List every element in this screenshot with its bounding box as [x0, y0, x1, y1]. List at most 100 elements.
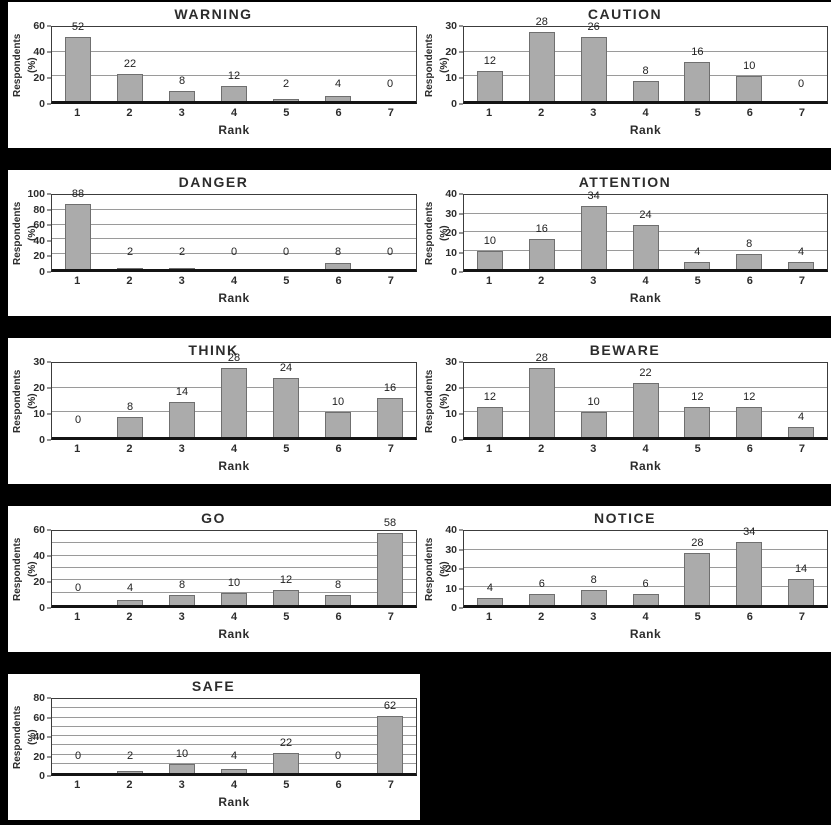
- bar-rank-2: [528, 593, 555, 605]
- y-tick-label: 0: [39, 434, 45, 446]
- x-tick-label: 4: [642, 107, 649, 119]
- y-tick-label: 20: [445, 46, 457, 58]
- bar-rank-2: [117, 267, 143, 269]
- plot-area: 0 4 8 10 12 8 58: [51, 517, 417, 608]
- y-tick-label: 20: [33, 250, 45, 263]
- bar-value-label: 8: [334, 579, 342, 592]
- bar-value-label: 28: [227, 351, 241, 364]
- bar-value-label: 88: [71, 187, 85, 200]
- chart-attention: ATTENTION Respondents (%) 0 10 20 30 40 10 16 34 2…: [420, 170, 831, 316]
- y-axis-label: Respondents (%): [12, 705, 38, 769]
- bar-value-label: 0: [334, 749, 342, 762]
- bar-rank-6: [736, 407, 763, 437]
- x-tick-label: 3: [178, 275, 185, 287]
- bar-value-label: 2: [282, 77, 290, 90]
- bar-value-label: 4: [694, 245, 701, 258]
- gridline: [52, 554, 416, 556]
- chart-danger: DANGER Respondents (%) 0 20 40 60 80 100 88 2 2 0 0 8…: [8, 170, 420, 316]
- chart-title: DANGER: [178, 174, 249, 190]
- x-tick-label: 6: [746, 275, 753, 287]
- y-axis-ticks: 0 20 40 60 80 100: [25, 188, 51, 278]
- y-tick-label: 20: [33, 576, 45, 588]
- y-tick-label: 0: [451, 266, 457, 278]
- chart-title: WARNING: [174, 6, 253, 22]
- x-tick-label: 2: [538, 443, 545, 455]
- chart-body: Respondents (%) 0 10 20 30 40 10 16 34 24 4 8 4: [422, 188, 828, 278]
- gridline: [52, 542, 416, 544]
- y-tick-mark: [459, 51, 463, 53]
- bar-value-label: 28: [691, 537, 704, 550]
- x-tick-label: 2: [538, 107, 545, 119]
- y-tick-label: 20: [33, 382, 45, 394]
- bar-rank-2: [117, 73, 143, 101]
- x-axis-title: Rank: [218, 459, 250, 473]
- bar-rank-4: [221, 86, 247, 101]
- chart-body: Respondents (%) 0 10 20 30 12 28 10 22 12 12 4: [422, 352, 828, 446]
- gridline: [52, 567, 416, 568]
- y-axis-ticks: 0 10 20 30 40: [437, 524, 463, 614]
- bar-value-label: 8: [590, 574, 597, 587]
- y-axis-ticks: 0 20 40 60 80: [25, 692, 51, 782]
- y-tick-mark: [47, 529, 51, 531]
- y-tick-mark: [47, 103, 51, 105]
- bar-rank-4: [221, 367, 247, 437]
- bar-value-label: 2: [178, 245, 186, 258]
- bar-value-label: 52: [71, 20, 85, 33]
- bar-rank-4: [632, 224, 659, 269]
- y-tick-mark: [47, 717, 51, 718]
- gridline: [464, 567, 827, 568]
- bar-value-label: 8: [334, 245, 342, 258]
- x-tick-label: 3: [590, 275, 597, 287]
- gridline: [52, 75, 416, 77]
- bar-value-label: 12: [691, 391, 704, 404]
- y-tick-label: 30: [445, 543, 457, 556]
- bar-rank-5: [273, 752, 299, 773]
- y-tick-mark: [459, 271, 463, 273]
- bar-value-label: 12: [279, 574, 293, 587]
- bar-value-label: 26: [587, 20, 600, 33]
- x-tick-label: 5: [283, 275, 290, 287]
- x-tick-label: 7: [387, 275, 394, 287]
- bar-value-label: 10: [331, 396, 345, 409]
- x-axis-ticks: 1 2 3 4 5 6 7: [463, 104, 828, 121]
- x-axis-ticks: 1 2 3 4 5 6 7: [51, 272, 417, 289]
- gridline: [52, 253, 416, 255]
- bar-value-label: 22: [279, 736, 293, 749]
- bar-rank-3: [169, 402, 195, 437]
- bar-value-label: 16: [383, 381, 397, 394]
- gridline: [52, 223, 416, 225]
- bar-value-label: 28: [535, 15, 548, 28]
- x-tick-label: 5: [283, 779, 290, 791]
- x-axis-ticks: 1 2 3 4 5 6 7: [463, 440, 828, 457]
- bar-value-label: 10: [587, 396, 600, 409]
- y-tick-label: 20: [33, 750, 45, 763]
- y-tick-label: 20: [445, 227, 457, 239]
- y-tick-label: 0: [39, 770, 45, 782]
- bar-rank-7: [788, 579, 815, 605]
- y-tick-mark: [459, 588, 463, 589]
- y-tick-label: 0: [39, 98, 45, 110]
- y-tick-mark: [459, 232, 463, 234]
- x-axis-title: Rank: [218, 627, 250, 641]
- bar-rank-7: [377, 533, 403, 605]
- y-tick-label: 40: [33, 550, 45, 562]
- bar-value-label: 8: [178, 75, 186, 88]
- bar-rank-1: [65, 36, 91, 101]
- x-tick-label: 2: [538, 611, 545, 623]
- bar-rank-7: [377, 715, 403, 773]
- gridline: [52, 707, 416, 709]
- bar-value-label: 22: [639, 366, 652, 379]
- y-axis-label: Respondents (%): [424, 201, 450, 265]
- bar-rank-1: [476, 407, 503, 437]
- bar-value-label: 24: [639, 208, 652, 221]
- y-tick-mark: [47, 736, 51, 738]
- y-axis-label: Respondents (%): [424, 369, 450, 433]
- y-tick-label: 60: [33, 20, 45, 32]
- bar-value-label: 8: [642, 65, 649, 78]
- y-tick-label: 0: [451, 434, 457, 446]
- chart-safe: SAFE Respondents (%) 0 20 40 60 80 0 2 10 4 22 0 62 1 2…: [8, 674, 420, 820]
- bar-rank-5: [273, 98, 299, 101]
- bar-rank-6: [736, 542, 763, 605]
- x-tick-label: 3: [590, 443, 597, 455]
- bar-rank-2: [528, 31, 555, 101]
